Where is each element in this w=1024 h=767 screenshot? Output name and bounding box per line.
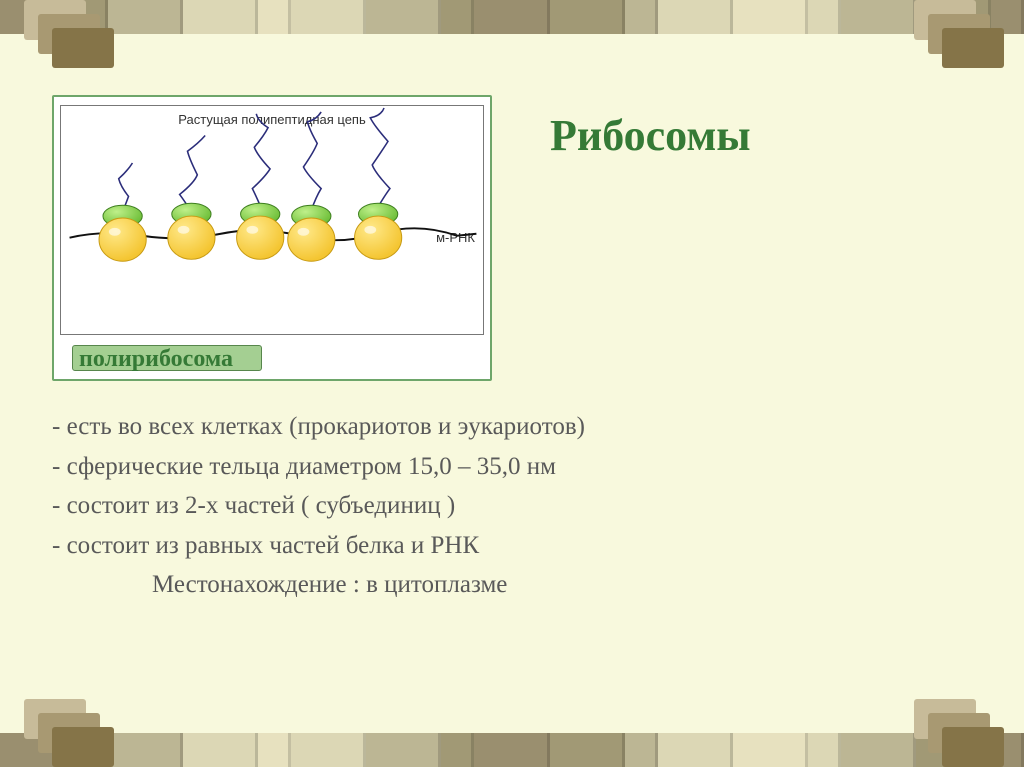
slide-content: Рибосомы Растущая полипептидная цепь м-Р… xyxy=(40,80,984,687)
ornament-bl xyxy=(24,699,110,767)
polyribosome-figure: Растущая полипептидная цепь м-РНК полири… xyxy=(52,95,492,381)
bullet-line: - есть во всех клетках (прокариотов и эу… xyxy=(52,408,984,446)
slide-title: Рибосомы xyxy=(550,110,751,161)
polyribosome-label: полирибосома xyxy=(72,345,262,371)
location-line: Местонахождение : в цитоплазме xyxy=(52,566,984,604)
bullets: - есть во всех клетках (прокариотов и эу… xyxy=(52,406,984,606)
bullet-line: - сферические тельца диаметром 15,0 – 35… xyxy=(52,448,984,486)
ornament-tr xyxy=(914,0,1000,68)
bullet-line: - состоит из 2-х частей ( субъединиц ) xyxy=(52,487,984,525)
figure-svg xyxy=(61,106,483,334)
figure-frame: Растущая полипептидная цепь м-РНК xyxy=(60,105,484,335)
ornament-tl xyxy=(24,0,110,68)
bullet-line: - состоит из равных частей белка и РНК xyxy=(52,527,984,565)
border-bottom xyxy=(0,733,1024,767)
border-top xyxy=(0,0,1024,34)
ornament-br xyxy=(914,699,1000,767)
